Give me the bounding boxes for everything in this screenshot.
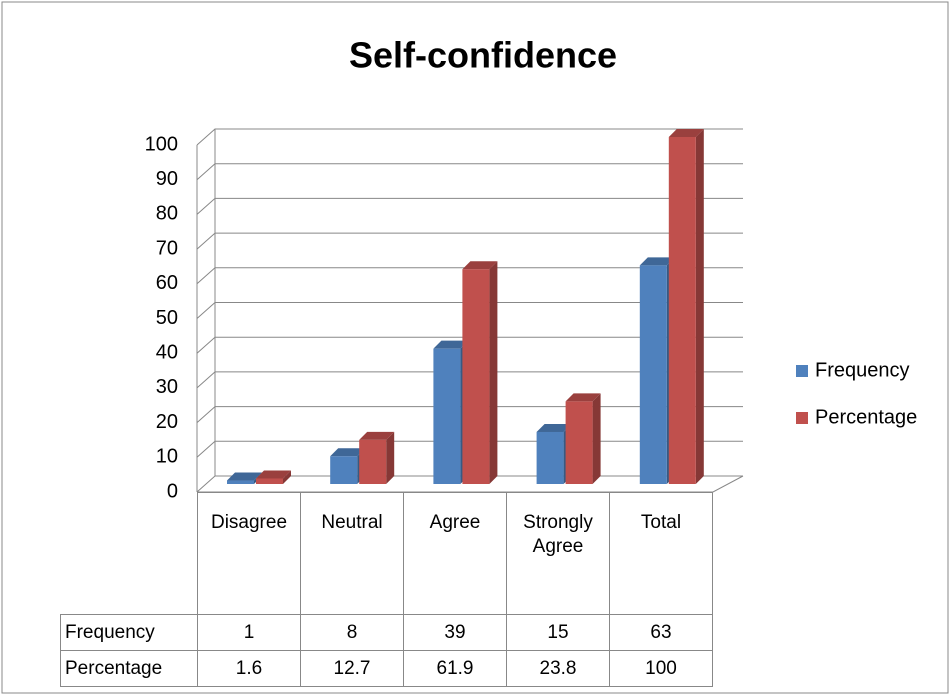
value-cell: 39 [403,614,507,651]
grid-line [196,163,743,181]
value-cell: 1.6 [197,650,301,687]
bar-top [330,448,366,457]
y-tick-label: 60 [156,272,178,294]
bar-top [433,340,469,349]
grid-line [196,336,743,354]
y-tick-label: 50 [156,307,178,329]
bar [433,348,461,484]
cell-text: 12.7 [333,657,371,679]
bar [227,480,254,484]
table-row: Disagree Neutral Agree Strongly Agree Total [60,492,713,615]
category-cell: Neutral [300,492,404,615]
bar [256,478,283,484]
table-corner [60,492,198,615]
legend-swatch [796,365,808,377]
bar-side [489,261,498,484]
bar [565,401,593,484]
bar-top [462,261,498,270]
y-tick-label: 90 [156,168,178,190]
bar-top [565,393,601,402]
cell-text: Agree [429,512,481,533]
legend-label: Frequency [815,359,910,381]
cell-text: 63 [650,621,672,643]
value-cell: 63 [609,614,713,651]
value-cell: 61.9 [403,650,507,687]
table-row: Frequency 1 8 39 15 63 [60,614,713,651]
y-tick-label: 80 [156,203,178,225]
cell-text: Percentage [65,657,163,679]
grid-line [196,197,743,215]
legend-label: Percentage [815,406,917,428]
table-row: Percentage 1.6 12.7 61.9 23.8 100 [60,650,713,687]
data-table: Disagree Neutral Agree Strongly Agree Total F… [60,492,713,687]
bar [536,431,564,484]
cell-text: 15 [547,621,569,643]
value-cell: 23.8 [506,650,610,687]
value-cell: 15 [506,614,610,651]
value-cell: 100 [609,650,713,687]
bar-top [359,431,395,440]
grid-line [196,302,743,319]
y-tick-label: 10 [156,446,178,468]
bar-top [639,257,675,266]
row-header: Percentage [60,650,198,687]
legend-swatch [796,412,808,424]
cell-text: 23.8 [539,657,577,679]
grid-line [196,232,743,250]
category-cell: Agree [403,492,507,615]
category-cell: Strongly Agree [506,492,610,615]
y-tick-label: 30 [156,376,178,398]
bar-side [283,470,291,484]
bar [639,265,667,484]
grid-line [196,128,743,146]
cell-text: 1.6 [235,657,263,679]
bar [330,456,358,484]
bar [668,137,696,484]
category-cell: Disagree [197,492,301,615]
value-cell: 1 [197,614,301,651]
bar-top [536,423,572,432]
y-tick-label: 0 [167,480,178,502]
y-tick-label: 100 [145,133,178,155]
cell-text: Total [640,512,682,533]
bar-side [386,431,395,484]
y-tick-label: 40 [156,341,178,363]
grid-line [196,267,743,285]
cell-text: Frequency [65,621,155,643]
bar-side [592,393,601,484]
bar-top [256,470,291,479]
cell-text: Disagree [210,512,288,533]
bar-side [695,129,704,484]
category-cell: Total [609,492,713,615]
cell-text: 1 [243,621,255,643]
cell-text: Neutral [321,512,383,533]
value-cell: 8 [300,614,404,651]
row-header: Frequency [60,614,198,651]
cell-text: 61.9 [436,657,474,679]
cell-text: 8 [346,621,358,643]
y-tick-label: 20 [156,411,178,433]
bar [359,439,387,484]
cell-text: Strongly Agree [523,512,593,557]
value-cell: 12.7 [300,650,404,687]
cell-text: 39 [444,621,466,643]
bar [462,269,490,484]
bar-top [227,472,262,481]
cell-text: 100 [645,657,677,679]
y-tick-label: 70 [156,237,178,259]
chart-title: Self-confidence [349,35,617,76]
grid-line [196,371,743,389]
bar-top [668,129,704,137]
